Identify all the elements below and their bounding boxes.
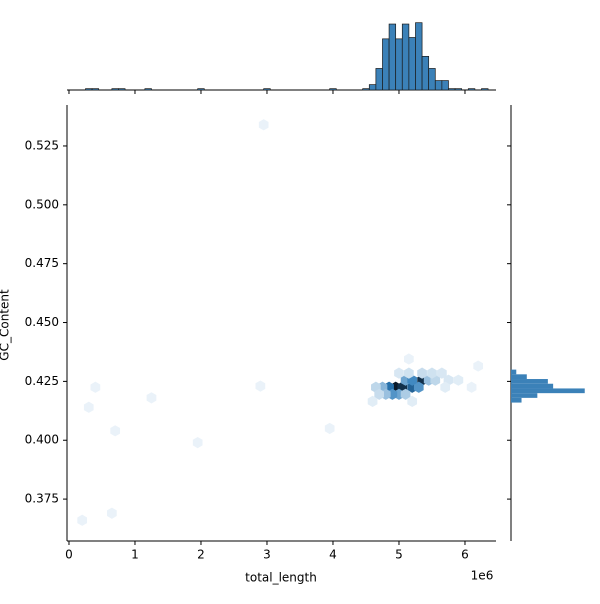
y-tick-label: 0.500 (25, 197, 59, 211)
hexbin (258, 119, 269, 131)
hist-bar (401, 23, 410, 91)
y-tick-label: 0.425 (25, 374, 59, 388)
y-tick-label: 0.375 (25, 492, 59, 506)
x-label: total_length (245, 571, 317, 585)
y-tick-label: 0.525 (25, 138, 59, 152)
hist-bar (511, 393, 538, 398)
hexbin (400, 388, 411, 400)
hist-bar (368, 84, 377, 91)
hexbin (367, 395, 378, 407)
hist-bar (362, 88, 370, 91)
x-tick-label: 5 (395, 548, 403, 562)
hexbin (407, 395, 418, 407)
hist-bar (329, 88, 337, 91)
hexbin (466, 381, 477, 393)
hist-bar (481, 88, 489, 91)
hist-bar (408, 37, 416, 91)
x-tick-label: 6 (461, 548, 469, 562)
hist-bar (263, 88, 271, 91)
hexbin (374, 388, 385, 400)
x-tick-label: 0 (65, 548, 73, 562)
hist-bar (415, 22, 423, 91)
hexbin (110, 425, 121, 437)
y-tick-label: 0.475 (25, 256, 59, 270)
hist-bar (441, 80, 449, 91)
x-offset: 1e6 (471, 569, 494, 583)
hexbin (146, 392, 157, 404)
x-tick-label: 3 (263, 548, 271, 562)
x-tick-label: 2 (197, 548, 205, 562)
hexbin (440, 381, 451, 393)
hist-bar (448, 88, 456, 91)
hist-bar (511, 369, 517, 375)
hexbin (77, 514, 88, 526)
hist-bar (111, 88, 119, 91)
hexbin (427, 367, 437, 379)
hist-bar (454, 88, 463, 91)
hist-bar (421, 55, 430, 91)
hist-bar (511, 397, 522, 403)
hexbin (83, 401, 94, 413)
hexbin (473, 360, 484, 372)
hist-bar (467, 88, 476, 91)
hist-bar (395, 38, 403, 91)
hexbin (413, 381, 424, 393)
hexbin (107, 507, 117, 519)
hexbin (324, 422, 335, 435)
y-tick-label: 0.450 (25, 315, 59, 329)
hist-bar (382, 38, 390, 91)
hexbin (192, 436, 203, 449)
hist-bar (388, 23, 397, 91)
y-tick-label: 0.400 (25, 433, 59, 447)
hist-bar (434, 80, 443, 91)
hexbin (453, 374, 464, 386)
hist-bar (375, 68, 383, 91)
hist-bar (197, 88, 205, 91)
hexbin (394, 367, 404, 379)
hist-bar (511, 383, 554, 389)
hexbin (404, 367, 414, 379)
hexbin (255, 380, 266, 392)
hexbin (404, 353, 414, 365)
y-label: GC_Content (0, 289, 12, 361)
hist-bar (511, 379, 548, 384)
hist-bar (511, 374, 527, 380)
hist-bar (118, 88, 126, 91)
x-tick-label: 1 (131, 548, 139, 562)
hist-bar (85, 88, 93, 91)
hist-bar (91, 88, 100, 91)
hist-bar (428, 68, 436, 91)
hist-bar (511, 388, 585, 394)
x-tick-label: 4 (329, 548, 337, 562)
hexbin (437, 367, 447, 379)
hist-bar (144, 88, 152, 91)
hexbin (90, 381, 101, 393)
hexbin (417, 367, 427, 379)
